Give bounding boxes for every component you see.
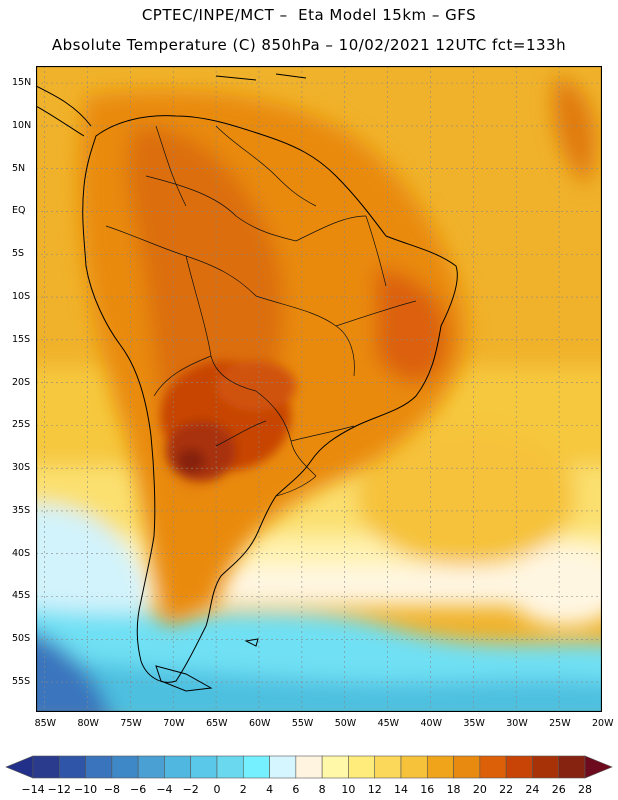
colorbar-over-arrow xyxy=(584,755,613,779)
colorbar-tick-label: 20 xyxy=(472,783,487,796)
field-hot-3 xyxy=(216,361,296,411)
latitude-label: 10N xyxy=(12,119,32,131)
colorbar-swatch xyxy=(137,755,165,779)
colorbar-tick-label: 12 xyxy=(367,783,382,796)
colorbar-tick-label: −6 xyxy=(130,783,147,796)
colorbar-swatch xyxy=(242,755,270,779)
colorbar-swatch xyxy=(505,755,533,779)
colorbar-tick-label: −8 xyxy=(103,783,120,796)
chart-title-line2: Absolute Temperature (C) 850hPa – 10/02/… xyxy=(51,36,567,54)
longitude-label: 65W xyxy=(206,718,228,729)
latitude-label: 40S xyxy=(12,547,31,559)
colorbar-tick-label: 6 xyxy=(292,783,300,796)
colorbar-swatch xyxy=(85,755,113,779)
graticule xyxy=(36,66,602,712)
latitude-label: 50S xyxy=(12,633,31,645)
colorbar xyxy=(5,755,613,779)
longitude-label: 50W xyxy=(334,718,357,729)
longitude-label: 70W xyxy=(163,718,185,729)
colorbar-tick-label: 0 xyxy=(213,783,221,796)
longitude-label: 40W xyxy=(420,718,442,729)
field-coldest-sw xyxy=(36,632,111,712)
colorbar-tick-label: −14 xyxy=(21,783,45,796)
colorbar-swatch xyxy=(348,755,376,779)
colorbar-swatch xyxy=(58,755,86,779)
longitude-label: 25W xyxy=(549,718,571,729)
latitude-label: 55S xyxy=(12,676,31,688)
colorbar-swatch xyxy=(111,755,139,779)
coastlines xyxy=(36,73,458,692)
colorbar-tick-label: 2 xyxy=(239,783,247,796)
colorbar-swatch xyxy=(479,755,507,779)
field-hot-2 xyxy=(166,421,236,481)
latitude-label: 25S xyxy=(12,419,31,431)
colorbar-under-arrow xyxy=(5,755,34,779)
country-borders xyxy=(105,125,417,497)
latitude-label: 15S xyxy=(12,333,31,345)
latitude-label: 10S xyxy=(12,291,31,303)
colorbar-swatch xyxy=(295,755,323,779)
colorbar-swatch xyxy=(269,755,297,779)
falklands xyxy=(244,638,259,647)
colorbar-tick-label: 26 xyxy=(551,783,566,796)
latitude-label: 15N xyxy=(12,77,32,89)
colorbar-swatch xyxy=(374,755,402,779)
colorbar-tick-label: 14 xyxy=(394,783,408,796)
latitude-label: 30S xyxy=(12,462,31,474)
colorbar-tick-label: 16 xyxy=(420,783,435,796)
field-cool-east xyxy=(506,546,602,626)
colorbar-tick-label: −2 xyxy=(182,783,199,796)
colorbar-tick-label: −10 xyxy=(73,783,98,796)
field-northwest-warm xyxy=(553,76,596,186)
temperature-map xyxy=(36,66,602,712)
latitude-label: 5S xyxy=(12,248,25,260)
longitude-label: 75W xyxy=(120,718,142,729)
colorbar-tick-label: 24 xyxy=(525,783,540,796)
map-border xyxy=(36,66,602,712)
longitude-label: 45W xyxy=(377,718,400,729)
caribbean-islands xyxy=(215,73,307,81)
central-america-coast-2 xyxy=(36,105,85,137)
central-america-coast xyxy=(36,85,92,127)
latitude-label: 5N xyxy=(12,162,26,174)
colorbar-swatch xyxy=(558,755,586,779)
colorbar-tick-label: 18 xyxy=(446,783,461,796)
colorbar-swatch xyxy=(400,755,428,779)
latitude-label: 20S xyxy=(12,376,31,388)
colorbar-swatch xyxy=(426,755,454,779)
colorbar-swatch xyxy=(216,755,244,779)
longitude-label: 35W xyxy=(463,718,485,729)
colorbar-swatch xyxy=(453,755,481,779)
colorbar-tick-label: 10 xyxy=(341,783,356,796)
longitude-label: 80W xyxy=(77,718,99,729)
chart-title-line1: CPTEC/INPE/MCT – Eta Model 15km – GFS xyxy=(141,6,477,24)
colorbar-swatch xyxy=(32,755,60,779)
latitude-label: EQ xyxy=(12,205,26,217)
colorbar-tick-label: 22 xyxy=(499,783,514,796)
longitude-label: 55W xyxy=(291,718,314,729)
colorbar-swatch xyxy=(190,755,218,779)
colorbar-tick-label: 28 xyxy=(578,783,592,796)
colorbar-swatch xyxy=(321,755,349,779)
colorbar-tick-label: −4 xyxy=(156,783,173,796)
field-hot-core xyxy=(177,449,205,473)
colorbar-swatch xyxy=(164,755,192,779)
field-ne-warm xyxy=(376,266,448,383)
longitude-label: 85W xyxy=(34,718,57,729)
longitude-label: 60W xyxy=(248,718,271,729)
latitude-label: 35S xyxy=(12,504,31,516)
field-warm-east xyxy=(356,426,576,566)
south-america-coast xyxy=(82,115,458,683)
latitude-label: 45S xyxy=(12,590,31,602)
colorbar-swatch xyxy=(532,755,560,779)
colorbar-tick-label: 4 xyxy=(266,783,274,796)
tierra-del-fuego xyxy=(155,665,213,692)
colorbar-tick-label: 8 xyxy=(318,783,326,796)
longitude-label: 30W xyxy=(506,718,528,729)
longitude-label: 20W xyxy=(592,718,614,729)
colorbar-tick-label: −12 xyxy=(47,783,71,796)
